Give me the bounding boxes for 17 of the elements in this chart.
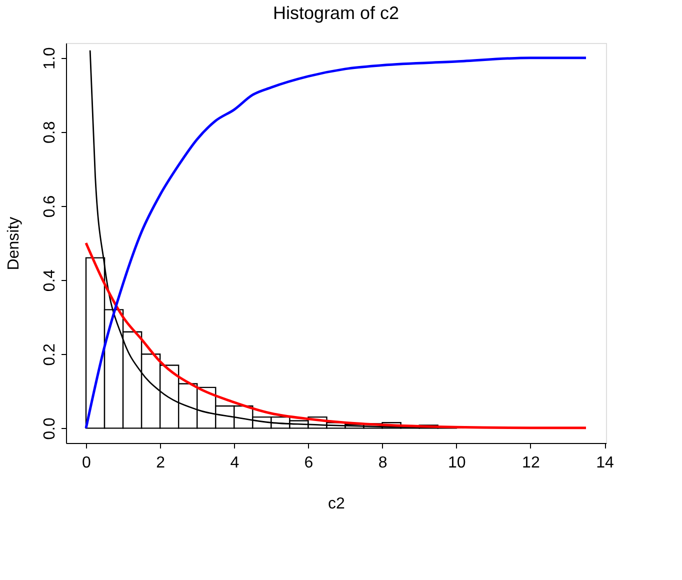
- x-tick-label: 10: [448, 454, 466, 472]
- y-tick-label: 0.4: [42, 269, 58, 292]
- y-tick-label: 0.2: [42, 343, 58, 366]
- y-tick-label: 0.8: [42, 121, 58, 144]
- x-axis-title: c2: [328, 496, 346, 512]
- x-tick-label: 14: [596, 454, 614, 472]
- x-tick-label: 12: [522, 454, 540, 472]
- y-tick-label: 1.0: [42, 47, 58, 70]
- x-tick-label: 6: [304, 454, 314, 472]
- x-tick-label: 2: [156, 454, 166, 472]
- y-tick-label: 0.0: [42, 417, 58, 440]
- x-tick-label: 4: [230, 454, 240, 472]
- x-tick-label: 8: [378, 454, 388, 472]
- y-axis-title: Density: [6, 216, 22, 270]
- chart-title: Histogram of c2: [272, 3, 400, 23]
- x-tick-label: 0: [82, 454, 92, 472]
- y-tick-label: 0.6: [42, 195, 58, 218]
